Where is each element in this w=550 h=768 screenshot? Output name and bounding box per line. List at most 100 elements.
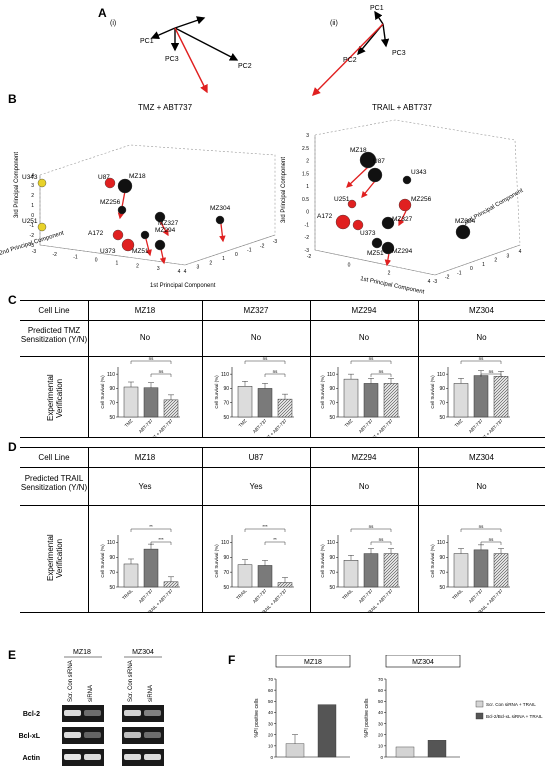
y-tick-label: 50 (109, 415, 115, 421)
blot-strip (122, 705, 164, 722)
direction-arrow (145, 238, 152, 257)
bar (163, 581, 179, 588)
x-tick: 0 (235, 252, 238, 258)
cell-line-point-label: MZ304 (210, 205, 231, 212)
cell-line-point-label: U343 (22, 174, 38, 181)
sig-bracket (150, 541, 172, 545)
pc1-label-left: PC1 (140, 38, 154, 45)
cell-line-point (121, 238, 135, 252)
pc3-label-left: PC3 (165, 56, 179, 63)
y-tick-label: 50 (223, 415, 229, 421)
cell-line-point (455, 224, 471, 240)
bar (363, 553, 379, 588)
pi-bar-chart: MZ304 0 10 20 30 40 50 60 70 %PI positive cells (364, 655, 461, 760)
blot-lane-label: siRNA (148, 685, 154, 702)
x-tick: 2 (209, 260, 212, 266)
predicted-mz304: No (476, 333, 487, 342)
predicted-mz327: No (250, 333, 262, 342)
sig-label: ns (273, 369, 279, 374)
cell-line-point (37, 222, 47, 232)
cell-line-point (117, 178, 133, 194)
bar (237, 386, 253, 418)
sig-label: ns (479, 524, 485, 529)
bar (123, 563, 139, 588)
blot-strip (122, 749, 164, 766)
cell-line-point-label: A172 (317, 213, 333, 220)
cell-line-point-label: A172 (88, 230, 104, 237)
y-tick: 4 (178, 269, 181, 275)
cell-line-point-label: U87 (373, 158, 385, 165)
cell-line-d-mz304: MZ304 (469, 453, 494, 462)
cell-line-point (215, 215, 225, 225)
cell-line-point-label: MZ327 (158, 220, 179, 227)
y-tick: -2 (307, 254, 312, 260)
cell-line-mz304: MZ304 (469, 306, 494, 315)
cell-line-point-label: MZ304 (455, 218, 476, 225)
pca-plot-2-title: TRAIL + ABT737 (372, 103, 432, 112)
pi-chart-title: MZ18 (304, 659, 322, 666)
y-tick-label: 90 (223, 386, 229, 392)
category-label: TRAIL (235, 588, 248, 601)
cell-line-point-label: MZ51 (132, 248, 149, 255)
cell-line-point-label: U251 (22, 218, 38, 225)
legend-swatch (475, 712, 484, 720)
sig-bracket (460, 360, 502, 364)
x-tick: -1 (247, 248, 252, 254)
y-tick-label: 90 (109, 386, 115, 392)
pi-bar (427, 740, 447, 758)
cell-line-point-label: U87 (98, 174, 110, 181)
x-tick: 4 (184, 269, 187, 275)
y-tick-label: 70 (378, 677, 384, 682)
z-tick: -3 (30, 243, 35, 249)
y-tick: 3 (157, 266, 160, 272)
z-tick: 3 (31, 183, 34, 189)
y-tick-label: 50 (223, 585, 229, 591)
cell-line-point (347, 199, 357, 209)
y-tick-label: 20 (378, 733, 384, 738)
y-tick-label: 90 (109, 555, 115, 561)
cell-line-point-label: MZ327 (392, 216, 413, 223)
panel-d-table: Cell Line Predicted TRAIL Sensitization … (20, 447, 545, 613)
cell-line-point-label: MZ18 (350, 147, 367, 154)
y-axis-label: Cell Survival (%) (320, 375, 325, 409)
bar (363, 383, 379, 418)
blot-band (144, 732, 161, 738)
y-tick-label: 50 (268, 699, 274, 704)
cell-line-point (371, 237, 383, 249)
category-label: TMZ (454, 418, 464, 428)
pc1-label-right: PC1 (370, 5, 384, 12)
blot-band (144, 754, 161, 760)
sig-label: ** (149, 524, 153, 529)
y-tick-label: 30 (378, 721, 384, 726)
bar (123, 386, 139, 418)
predicted-mz294: No (358, 333, 370, 342)
cell-line-point (367, 167, 383, 183)
y-tick: -2 (52, 252, 57, 258)
y-tick: 0 (348, 262, 351, 268)
category-label: ABT-737 (358, 588, 374, 604)
sig-label: ns (489, 537, 495, 542)
category-label: ABT-737 (138, 588, 154, 604)
legend-label: Scr. Con siRNA + TRAIL (486, 702, 536, 707)
z-tick: 0.5 (302, 197, 309, 203)
category-label: ABT-737 (468, 588, 484, 604)
y-tick-label: 110 (437, 372, 445, 378)
sig-bracket (130, 360, 172, 364)
blot-lane-label: Scr. Con siRNA (68, 660, 74, 702)
bar (343, 378, 359, 418)
pc2-label-right: PC2 (343, 57, 357, 64)
y-tick: 1 (115, 260, 118, 266)
sig-label: ns (369, 356, 375, 361)
cell-line-point (352, 219, 364, 231)
cell-line-point-label: U251 (334, 196, 350, 203)
y-tick-label: 10 (378, 744, 384, 749)
bar (343, 560, 359, 588)
sig-label: ns (489, 369, 495, 374)
panel-a-letter: A (98, 6, 107, 20)
y-tick-label: 70 (109, 570, 115, 576)
